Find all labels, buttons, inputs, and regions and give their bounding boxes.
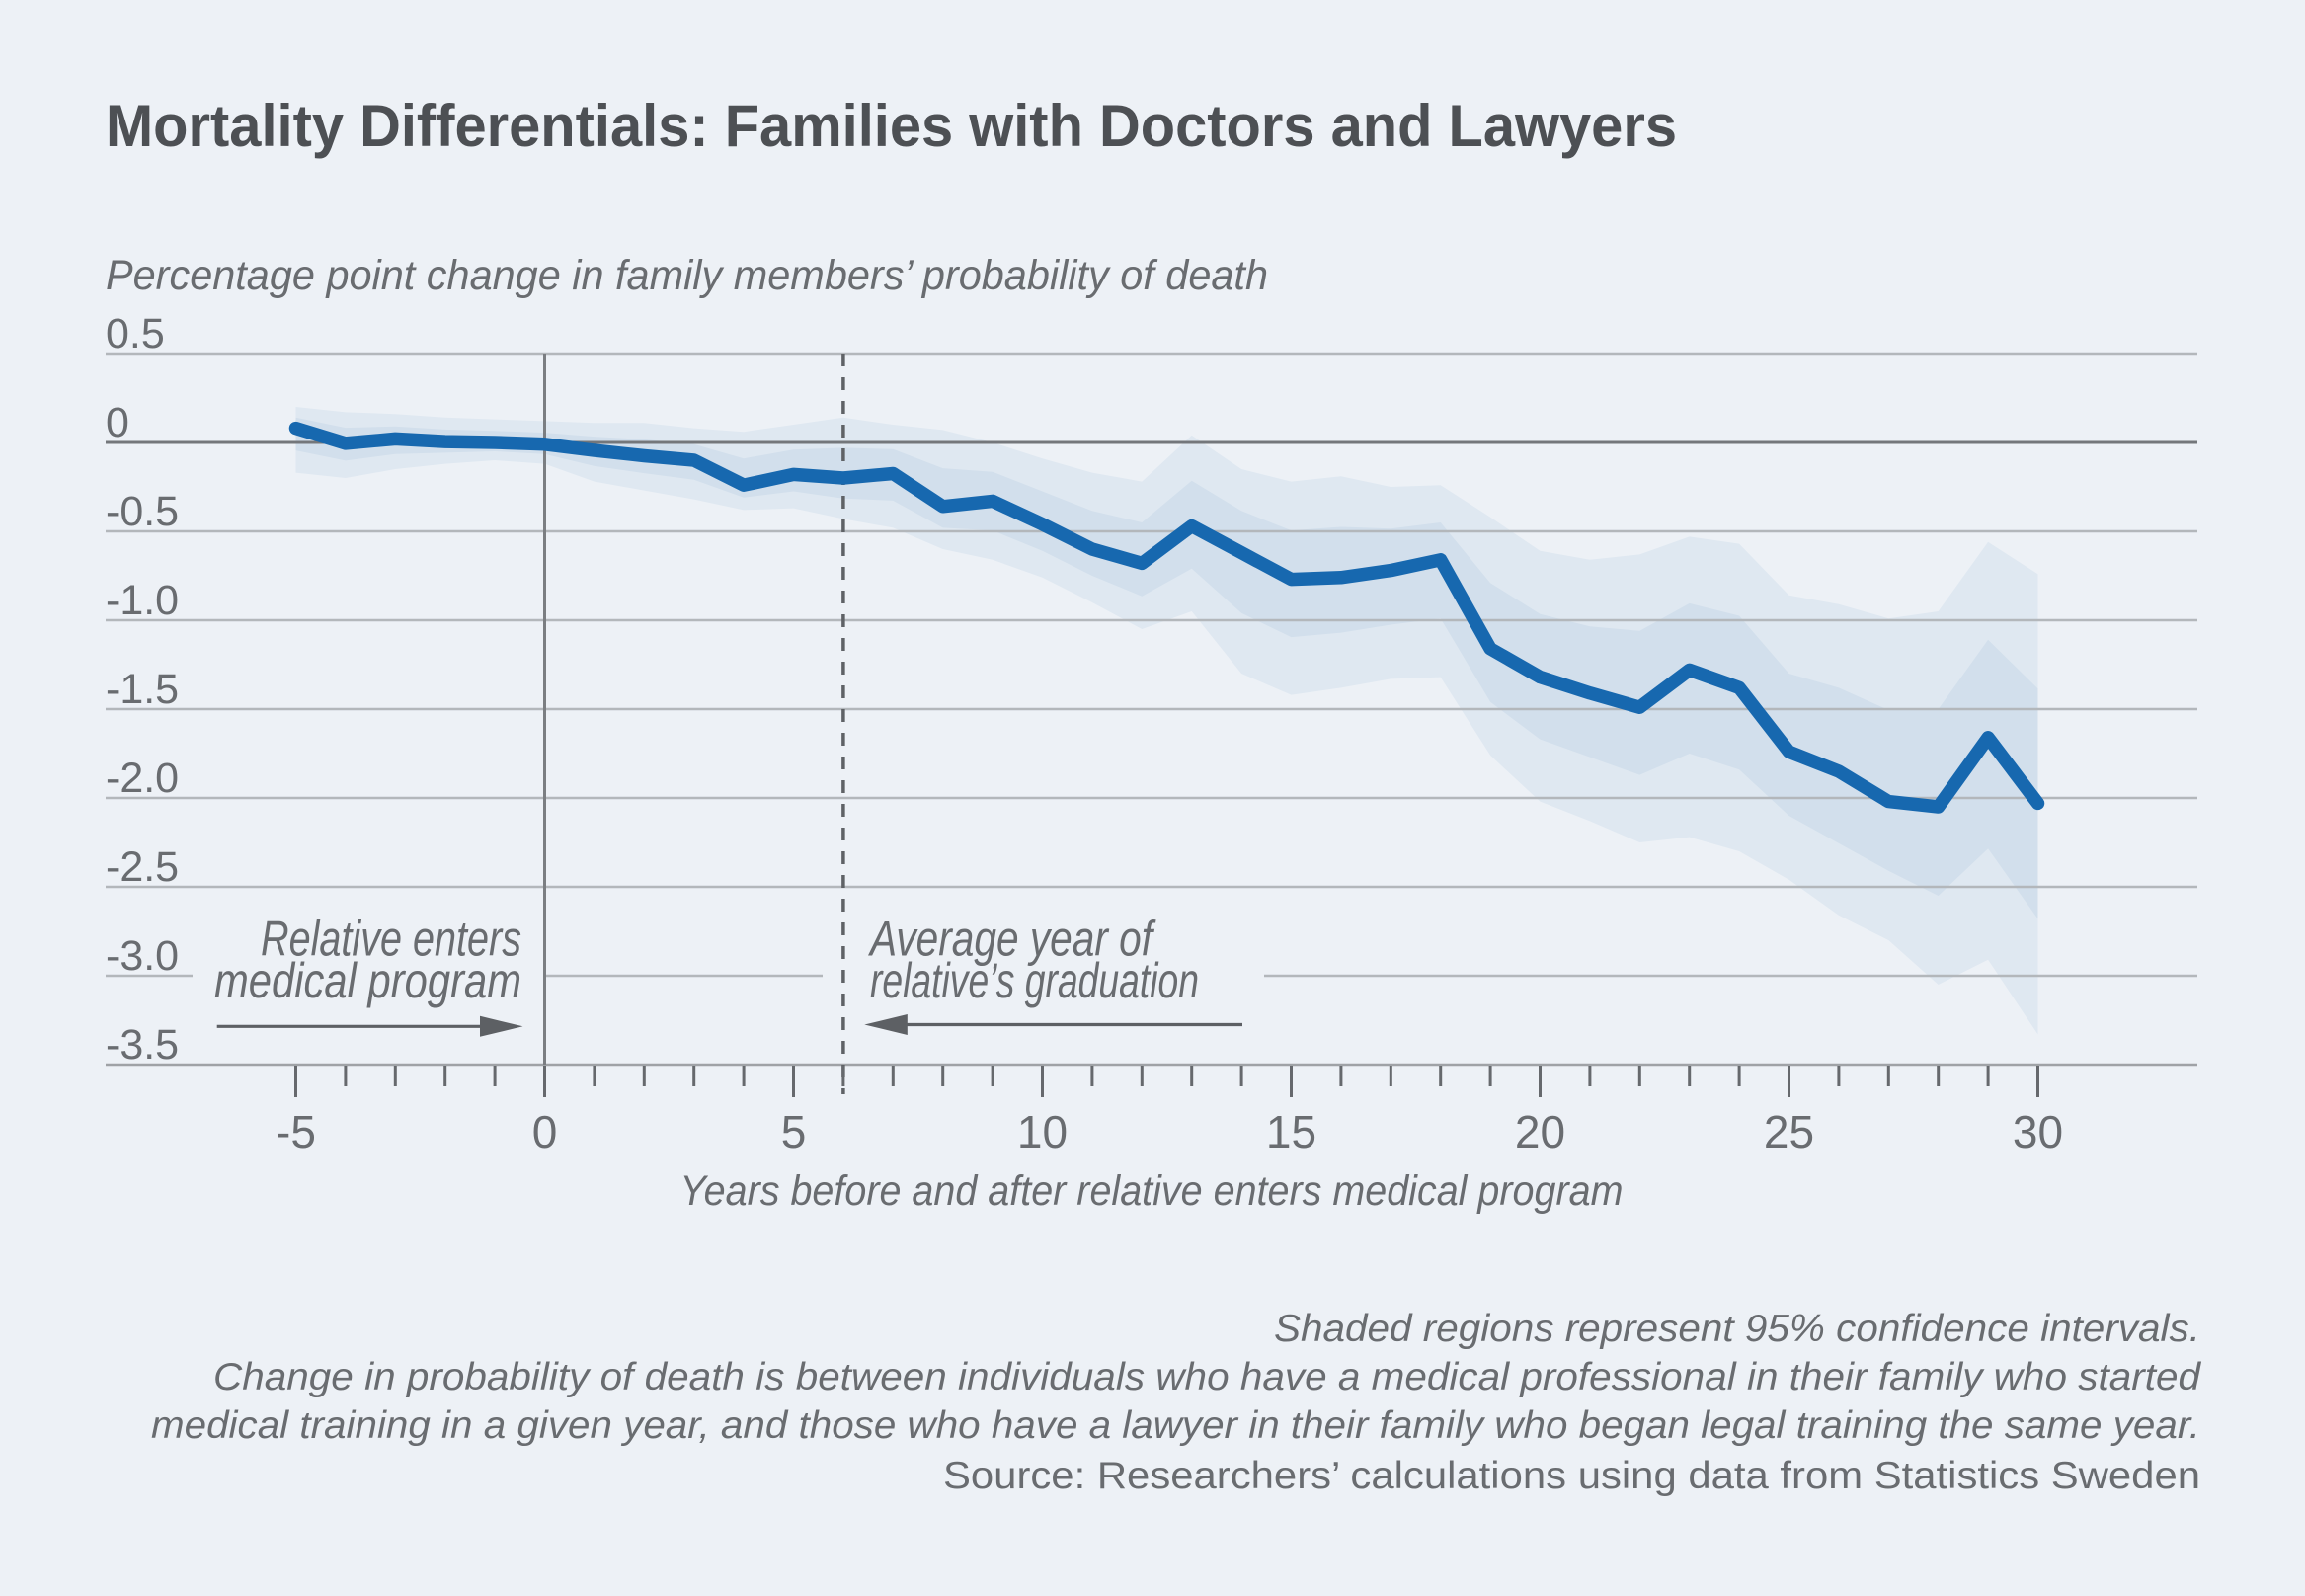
svg-text:-5: -5: [276, 1106, 316, 1157]
svg-text:30: 30: [2013, 1106, 2063, 1157]
svg-text:-3.0: -3.0: [106, 932, 179, 980]
svg-text:medical program: medical program: [214, 953, 521, 1008]
svg-text:-0.5: -0.5: [106, 488, 179, 535]
svg-text:15: 15: [1266, 1106, 1316, 1157]
svg-text:Years before and after relativ: Years before and after relative enters m…: [680, 1167, 1624, 1215]
svg-text:Percentage point change in fam: Percentage point change in family member…: [106, 252, 1268, 299]
svg-text:-2.5: -2.5: [106, 843, 179, 891]
svg-text:25: 25: [1764, 1106, 1814, 1157]
svg-text:relative’s graduation: relative’s graduation: [870, 953, 1199, 1008]
svg-text:Shaded regions represent 95% c: Shaded regions represent 95% confidence …: [1274, 1308, 2200, 1350]
svg-text:5: 5: [781, 1106, 807, 1157]
svg-text:-1.5: -1.5: [106, 666, 179, 713]
svg-text:Mortality Differentials: Famil: Mortality Differentials: Families with D…: [106, 93, 1677, 159]
svg-text:Average year of: Average year of: [868, 912, 1157, 967]
svg-text:medical training in a given ye: medical training in a given year, and th…: [151, 1404, 2200, 1447]
svg-text:10: 10: [1017, 1106, 1068, 1157]
svg-text:-1.0: -1.0: [106, 577, 179, 624]
svg-text:Change in probability of death: Change in probability of death is betwee…: [213, 1356, 2201, 1398]
svg-text:0: 0: [532, 1106, 558, 1157]
svg-text:0: 0: [106, 399, 129, 446]
svg-text:-2.0: -2.0: [106, 755, 179, 802]
svg-text:20: 20: [1515, 1106, 1565, 1157]
svg-text:Source: Researchers’ calculati: Source: Researchers’ calculations using …: [943, 1455, 2200, 1497]
svg-text:-3.5: -3.5: [106, 1021, 179, 1069]
svg-text:Relative enters: Relative enters: [261, 912, 521, 967]
svg-text:0.5: 0.5: [106, 310, 165, 358]
